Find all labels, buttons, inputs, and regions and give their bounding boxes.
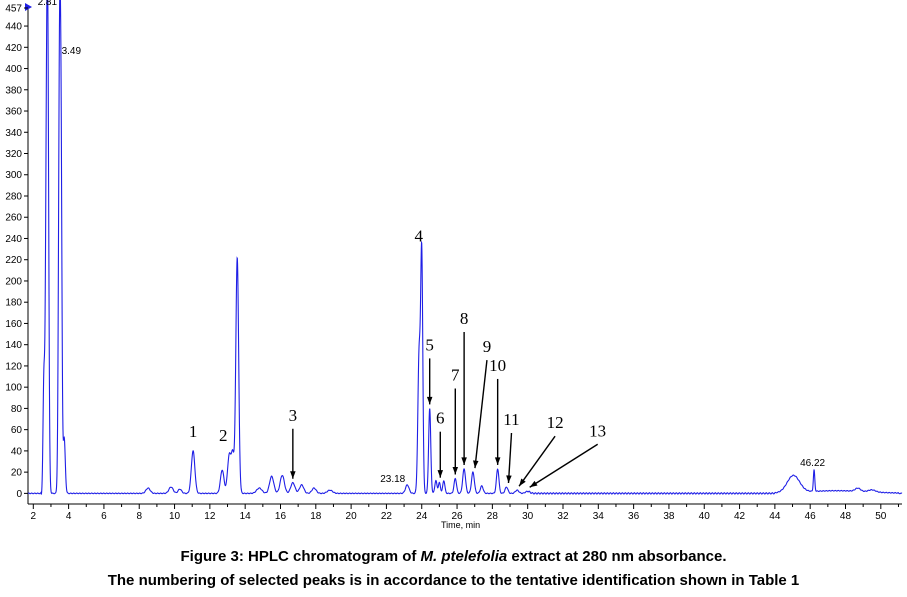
- y-axis-ticks: 0 20 40 60 80 100 120 140 160 180 200 220 240 260 280 3…: [5, 4, 28, 500]
- x-tick-label: 16: [275, 511, 287, 522]
- peak-arrowhead-icon: [519, 478, 526, 487]
- x-tick-label: 38: [663, 511, 675, 522]
- x-tick-label: 8: [136, 511, 142, 522]
- figure-caption-line1: Figure 3: HPLC chromatogram of M. ptelef…: [0, 548, 907, 565]
- y-tick-label: 0: [16, 489, 22, 500]
- x-tick-label: 40: [699, 511, 711, 522]
- caption-prefix: Figure 3: HPLC chromatogram of: [180, 548, 421, 565]
- y-tick-label: 60: [11, 425, 23, 436]
- peak-arrowhead-icon: [437, 470, 444, 478]
- x-axis-ticks: 2 4 6 8 10 12 14 16 18 20 22 24 26 28 30 32 34 36 38 40 42 44…: [31, 504, 899, 522]
- peak-number-label: 11: [503, 410, 519, 429]
- y-tick-label: 340: [5, 128, 22, 139]
- peak-arrowhead-icon: [452, 466, 459, 475]
- x-axis-label: Time, min: [441, 520, 480, 530]
- peak-number-label: 7: [451, 366, 460, 385]
- peak-number-label: 2: [219, 426, 228, 445]
- peak-arrow-line: [518, 435, 556, 487]
- peak-number-label: 4: [414, 227, 423, 246]
- retention-time-label: 2.81: [38, 0, 58, 8]
- axes: [25, 2, 902, 505]
- hplc-chromatogram: 0204060801001201401601802002202402602803…: [5, 0, 903, 530]
- peak-arrow-line: [507, 432, 513, 484]
- peak-arrowhead-icon: [506, 475, 512, 484]
- y-tick-label: 120: [5, 361, 22, 372]
- y-tick-label: 440: [5, 22, 22, 33]
- y-tick-label: 180: [5, 298, 22, 309]
- x-tick-label: 50: [875, 511, 887, 522]
- x-tick-label: 44: [769, 511, 781, 522]
- y-tick-label: 100: [5, 383, 22, 394]
- x-tick-label: 6: [101, 511, 107, 522]
- x-tick-label: 36: [628, 511, 640, 522]
- x-tick-label: 30: [522, 511, 534, 522]
- retention-time-labels: 2.81 3.49 23.18 46.22: [38, 0, 826, 485]
- y-tick-label: 260: [5, 213, 22, 224]
- x-tick-label: 34: [593, 511, 605, 522]
- retention-time-label: 46.22: [800, 458, 825, 469]
- x-tick-label: 32: [557, 511, 569, 522]
- x-tick-label: 42: [734, 511, 746, 522]
- peak-number-label: 10: [489, 356, 506, 375]
- y-tick-label: 280: [5, 191, 22, 202]
- y-tick-label: 240: [5, 234, 22, 245]
- x-tick-label: 28: [487, 511, 499, 522]
- peak-number-label: 3: [289, 406, 298, 425]
- x-tick-label: 4: [66, 511, 72, 522]
- y-tick-label: 380: [5, 85, 22, 96]
- y-tick-label: 457: [5, 4, 22, 15]
- y-tick-label: 140: [5, 340, 22, 351]
- y-tick-label: 400: [5, 64, 22, 75]
- peak-arrow-line: [529, 443, 599, 488]
- peak-arrowhead-icon: [473, 460, 479, 469]
- peak-number-label: 5: [425, 335, 434, 354]
- retention-time-label: 23.18: [380, 474, 405, 485]
- x-tick-label: 18: [310, 511, 322, 522]
- y-tick-label: 160: [5, 319, 22, 330]
- x-tick-label: 2: [31, 511, 37, 522]
- peak-number-label: 8: [460, 309, 469, 328]
- x-tick-label: 48: [840, 511, 852, 522]
- x-tick-label: 26: [451, 511, 463, 522]
- y-tick-label: 300: [5, 170, 22, 181]
- caption-species: M. ptelefolia: [420, 548, 508, 565]
- y-tick-label: 200: [5, 276, 22, 287]
- caption-suffix: extract at 280 nm absorbance.: [507, 548, 727, 565]
- peak-arrowhead-icon: [461, 457, 467, 465]
- y-tick-label: 220: [5, 255, 22, 266]
- y-tick-label: 420: [5, 43, 22, 54]
- x-tick-label: 22: [381, 511, 393, 522]
- y-tick-label: 20: [11, 468, 23, 479]
- y-axis-marker-icon: [25, 2, 32, 11]
- y-tick-label: 360: [5, 107, 22, 118]
- peak-number-label: 6: [436, 409, 445, 428]
- peak-arrowhead-icon: [290, 471, 296, 479]
- x-tick-label: 46: [805, 511, 817, 522]
- retention-time-label: 3.49: [62, 46, 82, 57]
- x-tick-label: 12: [204, 511, 216, 522]
- peak-number-label: 13: [589, 421, 606, 440]
- y-tick-label: 320: [5, 149, 22, 160]
- peak-arrowhead-icon: [529, 480, 538, 488]
- peak-arrow-line: [474, 360, 488, 469]
- y-tick-label: 40: [11, 446, 23, 457]
- x-tick-label: 10: [169, 511, 181, 522]
- x-tick-label: 14: [240, 511, 252, 522]
- y-tick-label: 80: [11, 404, 23, 415]
- chromatogram-trace: [27, 0, 903, 495]
- peak-number-label: 9: [483, 337, 492, 356]
- peak-number-label: 1: [189, 422, 198, 441]
- peak-arrowhead-icon: [426, 396, 433, 405]
- peak-number-label: 12: [547, 413, 564, 432]
- x-tick-label: 24: [416, 511, 428, 522]
- peak-arrowhead-icon: [494, 457, 501, 465]
- figure-caption-line2: The numbering of selected peaks is in ac…: [107, 572, 800, 589]
- x-tick-label: 20: [346, 511, 358, 522]
